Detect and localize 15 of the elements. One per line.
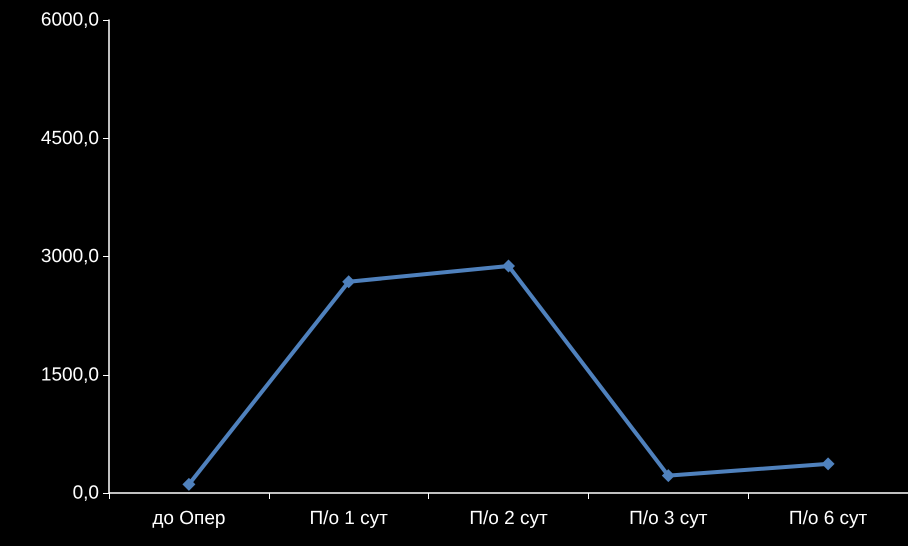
point	[822, 457, 835, 470]
point	[342, 275, 356, 288]
point	[182, 478, 196, 491]
y-tick-label: 6000,0	[40, 10, 99, 30]
y-tick-label: 0,0	[72, 482, 99, 504]
x-tick-label: П/о 1 сут	[310, 508, 388, 529]
y-tick-label: 1500,0	[40, 364, 99, 386]
y-tick-label: 3000,0	[40, 246, 99, 267]
point	[502, 259, 515, 272]
y-tick-label: 4500,0	[40, 128, 99, 149]
x-tick-label: П/о 6 сут	[788, 508, 868, 529]
x-tick-label: П/о 2 сут	[469, 508, 548, 529]
x-tick-label: до Опер	[152, 508, 226, 529]
x-tick-label: П/о 3 сут	[629, 508, 708, 529]
point	[662, 469, 675, 482]
